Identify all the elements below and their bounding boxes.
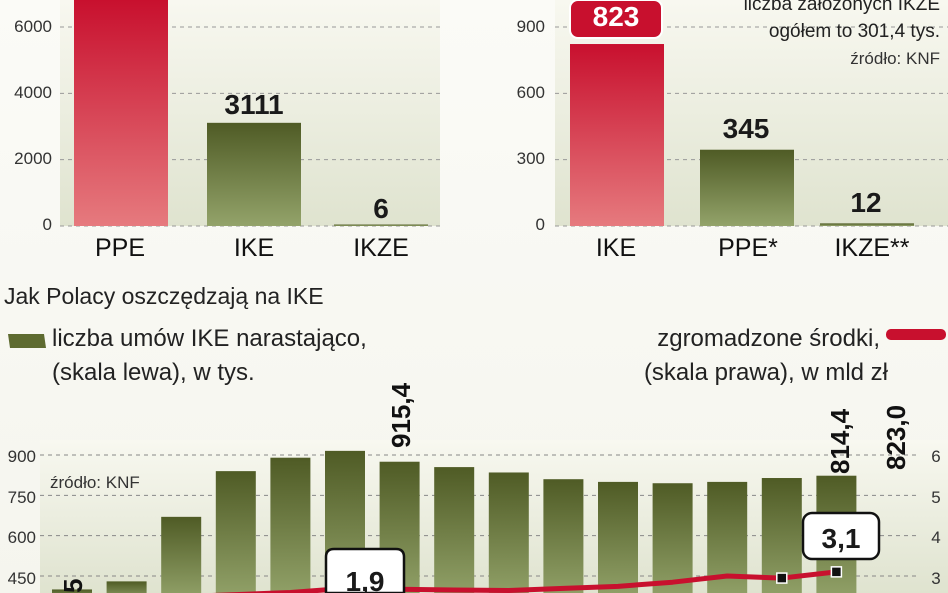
chart1-ytick: 0: [43, 215, 52, 234]
chart3-bar: [270, 457, 311, 593]
chart2-ytick: 900: [517, 17, 545, 36]
chart2-note: liczba założonych IKZE ogółem to 301,4 t…: [744, 0, 940, 68]
legend-bar-line2: (skala lewa), w tys.: [52, 359, 255, 386]
chart2-value-label-ike: 823: [593, 1, 640, 32]
chart3-value-label-first: 5: [58, 579, 88, 593]
legend-line-line1: zgromadzone środki,: [657, 325, 880, 352]
chart2-value-label-ppe: 345: [723, 113, 770, 144]
chart2-note-line: ogółem to 301,4 tys.: [769, 21, 940, 42]
chart3-bar: [434, 467, 475, 593]
line-callout-end: [801, 511, 881, 561]
chart1-value-label-ikze: 6: [373, 193, 389, 224]
chart3-bar: [488, 472, 529, 593]
chart3-value-label-last: 823,0: [881, 405, 911, 470]
chart1-y-axis: 0 2000 4000 6000: [14, 17, 52, 234]
chart2-category-label: IKE: [596, 234, 636, 262]
chart1-ytick: 2000: [14, 149, 52, 168]
chart3-ytick-left: 450: [8, 569, 36, 588]
chart2-ytick: 0: [536, 215, 545, 234]
chart2-bar-ikze: [820, 223, 914, 226]
chart3-ytick-right: 4: [931, 528, 940, 547]
legend-line-line2: (skala prawa), w mld zł: [644, 359, 889, 386]
chart2-value-badge: [569, 0, 663, 39]
chart3-value-label-second-last: 814,4: [825, 408, 855, 474]
chart3-bar: [543, 479, 584, 593]
chart1-ytick: 4000: [14, 83, 52, 102]
legend-bar-swatch: [8, 334, 46, 348]
chart3-ytick-left: 900: [8, 447, 36, 466]
chart1-category-label: IKZE: [353, 234, 409, 262]
legend-line-swatch: [886, 329, 946, 340]
chart3-bar: [106, 581, 147, 593]
line-callout-mid: [324, 547, 406, 593]
chart3-title: Jak Polacy oszczędzają na IKE: [4, 283, 324, 309]
chart1-ytick: 6000: [14, 17, 52, 36]
chart3-value-label-peak: 915,4: [386, 382, 416, 448]
chart2-bar-ike: [570, 44, 664, 226]
line-label-end: 3,1: [822, 523, 861, 554]
chart2-note-line: liczba założonych IKZE: [744, 0, 940, 15]
chart3-line-marker: [776, 572, 788, 584]
chart2-category-label: PPE*: [718, 234, 778, 262]
chart3-right-axis: 6 5 4 3: [931, 447, 940, 588]
chart2-source: źródło: KNF: [850, 49, 940, 68]
chart3-line-series: [211, 569, 837, 593]
chart1-category-label: IKE: [234, 234, 274, 262]
legend-bar-line1: liczba umów IKE narastająco,: [52, 325, 367, 352]
chart3-ytick-right: 6: [931, 447, 940, 466]
chart3-bar: [215, 471, 256, 593]
chart3-ytick-right: 5: [931, 488, 940, 507]
chart3-bar: [161, 516, 202, 593]
chart2-categories: IKE PPE* IKZE**: [596, 234, 910, 262]
chart1-categories: PPE IKE IKZE: [95, 234, 409, 262]
chart1-bar-ikze: [334, 224, 428, 226]
chart3-bar: [598, 481, 638, 593]
chart3-ytick-left: 750: [8, 488, 36, 507]
chart3-line-marker: [830, 566, 843, 578]
chart2-value-label-ikze: 12: [850, 187, 881, 218]
chart2-ytick: 300: [517, 149, 545, 168]
chart1-bar-ppe: [74, 0, 168, 226]
chart3-ytick-left: 600: [8, 528, 36, 547]
chart2-y-axis: 0 300 600 900: [517, 17, 545, 234]
chart3-left-axis: 900 750 600 450: [8, 447, 36, 588]
line-label-mid: 1,9: [346, 566, 385, 593]
chart3-source: źródło: KNF: [50, 473, 140, 492]
chart1-value-label-ike: 3111: [224, 89, 283, 120]
chart2-category-label: IKZE**: [834, 234, 909, 262]
chart3-bar: [52, 589, 92, 593]
chart1-bar-ike: [207, 122, 301, 226]
chart1-category-label: PPE: [95, 234, 145, 262]
chart3-bar: [652, 483, 693, 593]
chart2-ytick: 600: [517, 83, 545, 102]
chart3-ytick-right: 3: [931, 569, 940, 588]
chart2-bar-ppe: [700, 149, 794, 226]
